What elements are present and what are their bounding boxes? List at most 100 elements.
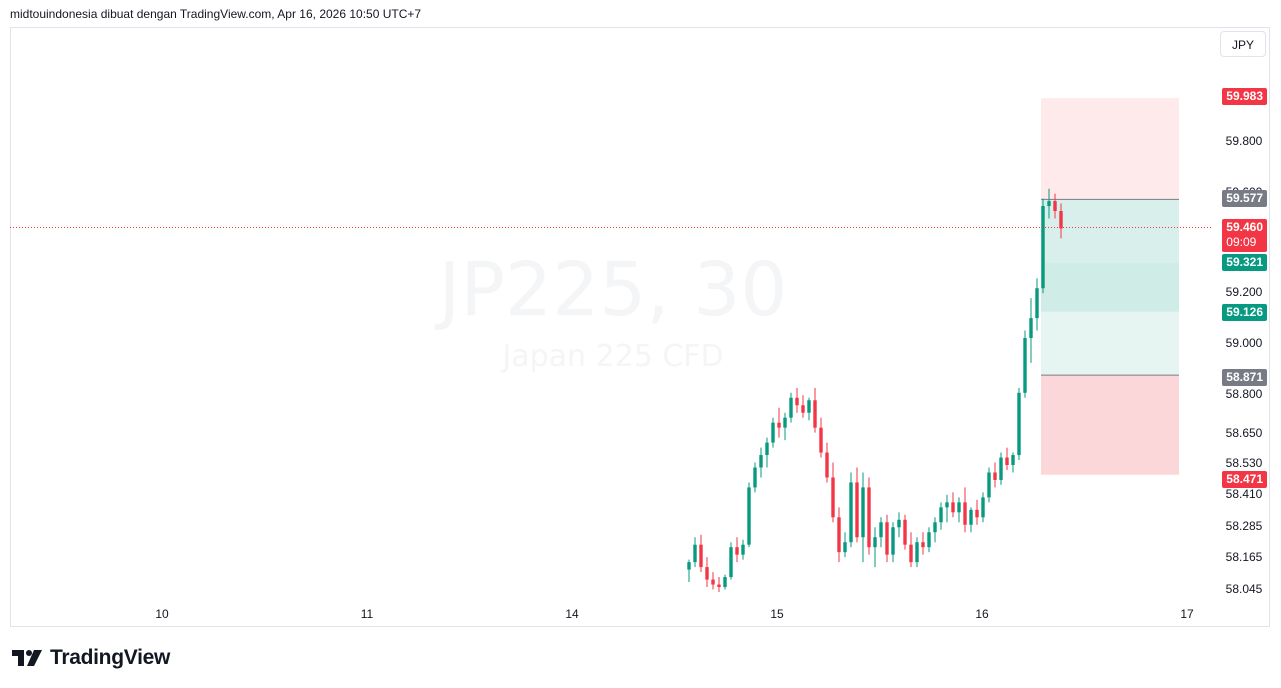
time-tick-label: 14	[565, 607, 579, 621]
watermark-description: Japan 225 CFD	[500, 339, 723, 374]
candle-body	[951, 502, 955, 513]
candle	[939, 502, 943, 530]
stop-loss-upper-zone	[1041, 98, 1179, 200]
candle-body	[849, 482, 853, 543]
candle-body	[777, 422, 781, 428]
chart-frame	[10, 27, 1270, 627]
candle	[903, 514, 907, 550]
candle	[717, 577, 721, 592]
candle-body	[843, 542, 847, 553]
candle	[861, 472, 865, 563]
candle-body	[873, 537, 877, 548]
stop-loss-lower-zone	[1041, 375, 1179, 475]
tradingview-logo-text: TradingView	[50, 646, 171, 669]
candle	[951, 492, 955, 518]
candle-body	[705, 567, 709, 580]
candle-body	[855, 482, 859, 538]
candle-body	[885, 522, 889, 555]
candle-body	[981, 497, 985, 518]
candle	[825, 442, 829, 483]
candle	[801, 395, 805, 418]
candle-body	[861, 487, 865, 538]
candle-body	[867, 487, 871, 548]
candle	[885, 514, 889, 563]
candle	[759, 447, 763, 478]
candle	[909, 532, 913, 568]
time-tick-label: 15	[770, 607, 784, 621]
candle	[969, 507, 973, 533]
candle	[777, 407, 781, 438]
currency-button[interactable]: JPY	[1220, 31, 1266, 57]
candle-body	[1059, 211, 1063, 229]
candle-body	[969, 509, 973, 525]
candle-body	[759, 455, 763, 468]
candle	[819, 417, 823, 458]
candle	[1059, 203, 1063, 239]
candle-body	[987, 472, 991, 498]
candle	[945, 494, 949, 523]
tradingview-logo[interactable]: TradingView	[12, 646, 170, 670]
price-tick-label: 58.165	[1226, 550, 1263, 564]
candle-body	[999, 457, 1003, 480]
target-zone-band-2	[1041, 263, 1179, 312]
candle	[771, 417, 775, 448]
price-tick-label: 58.650	[1226, 426, 1263, 440]
candle	[783, 412, 787, 441]
candle	[741, 539, 745, 560]
candle	[849, 472, 853, 548]
price-tick-label: 58.410	[1226, 487, 1263, 501]
candle	[807, 397, 811, 421]
candle-body	[1047, 201, 1051, 207]
candle	[747, 482, 751, 548]
candle-body	[993, 472, 997, 480]
candle-body	[813, 400, 817, 428]
stop-loss-bottom-label: 58.471	[1222, 471, 1267, 488]
candle	[915, 537, 919, 568]
candle	[987, 467, 991, 503]
chart-header: midtouindonesia dibuat dengan TradingVie…	[10, 7, 422, 21]
price-tick-label: 59.000	[1226, 336, 1263, 350]
candle	[705, 557, 709, 588]
entry-label: 58.871	[1222, 369, 1267, 386]
candle	[957, 497, 961, 523]
candle	[1005, 447, 1009, 470]
candle	[1053, 193, 1057, 219]
position-zones	[1041, 98, 1179, 475]
candle-body	[1017, 392, 1021, 456]
candle	[1017, 387, 1021, 461]
candle-body	[891, 527, 895, 555]
candlestick-series	[687, 188, 1063, 592]
candle-body	[729, 547, 733, 578]
candle-body	[819, 427, 823, 453]
candle-body	[939, 507, 943, 523]
candle-body	[711, 579, 715, 585]
candle-body	[783, 417, 787, 428]
candle	[843, 532, 847, 558]
candle-body	[1029, 318, 1033, 339]
candle-body	[879, 522, 883, 538]
candle	[837, 507, 841, 563]
candle-body	[957, 502, 961, 513]
candle-body	[693, 544, 697, 563]
candle-body	[909, 544, 913, 563]
candle-body	[1005, 457, 1009, 466]
watermark-symbol: JP225, 30	[435, 247, 788, 333]
candle-body	[753, 467, 757, 488]
bar-countdown: 09:09	[1226, 235, 1257, 249]
candle	[711, 572, 715, 590]
take-profit-2-label: 59.126	[1222, 304, 1267, 321]
candle-body	[717, 584, 721, 588]
candle-body	[807, 400, 811, 413]
candle-body	[915, 542, 919, 563]
candle-body	[1011, 455, 1015, 466]
candle-body	[1053, 201, 1057, 212]
candle-body	[735, 547, 739, 555]
candle-body	[927, 532, 931, 548]
time-tick-label: 17	[1180, 607, 1194, 621]
price-tick-label: 58.045	[1226, 582, 1263, 596]
current-price-label: 59.460 09:09	[1222, 219, 1267, 252]
candle	[789, 392, 793, 423]
candle	[933, 517, 937, 543]
target-zone-band-1	[1041, 199, 1179, 264]
